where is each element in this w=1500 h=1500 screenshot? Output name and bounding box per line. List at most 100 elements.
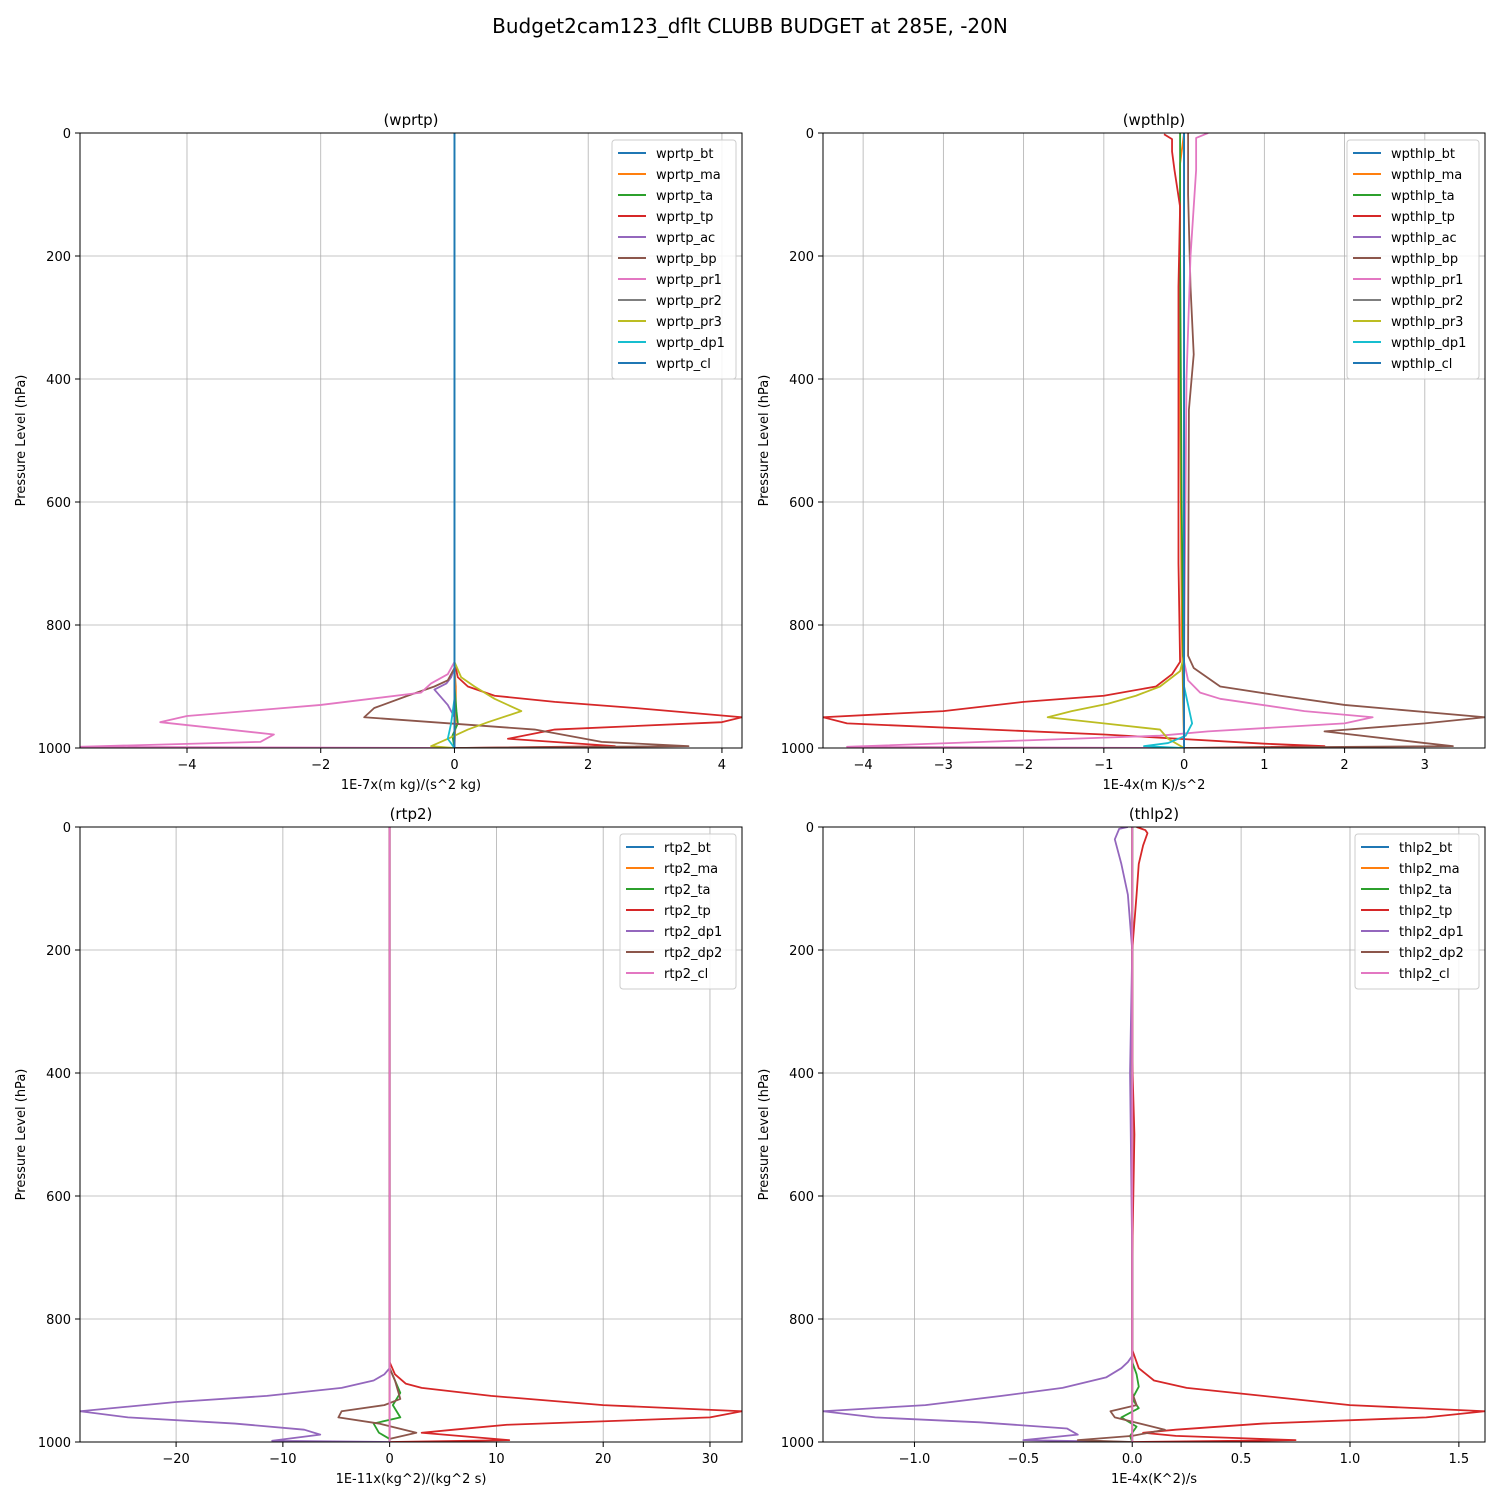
- subplot-title: (rtp2): [390, 805, 433, 823]
- x-tick-label: 30: [702, 1452, 719, 1467]
- x-tick-label: −10: [269, 1452, 296, 1467]
- legend-entry: wprtp_pr2: [656, 294, 722, 309]
- y-tick-label: 200: [789, 250, 814, 265]
- legend-entry: wpthlp_pr2: [1391, 294, 1463, 309]
- series-group: [80, 827, 742, 1442]
- series-line-rtp2_ta: [372, 827, 402, 1442]
- y-tick-label: 600: [789, 496, 814, 511]
- axes-frame: [79, 132, 743, 749]
- y-tick-label: 800: [789, 1313, 814, 1328]
- legend-entry: wprtp_cl: [656, 357, 711, 372]
- x-tick-label: 3: [1421, 758, 1429, 773]
- legend-entry: wpthlp_tp: [1391, 210, 1455, 225]
- y-tick-label: 400: [789, 1067, 814, 1082]
- legend-entry: wprtp_ma: [656, 168, 721, 183]
- legend-entry: thlp2_dp2: [1399, 946, 1464, 961]
- y-tick-label: 1000: [38, 1436, 71, 1451]
- legend-entry: wprtp_ac: [656, 231, 715, 246]
- legend-entry: rtp2_dp2: [664, 946, 722, 961]
- series-line-wprtp_tp: [453, 133, 742, 748]
- y-tick-label: 800: [46, 1313, 71, 1328]
- y-tick-label: 600: [46, 496, 71, 511]
- y-tick-label: 0: [63, 127, 71, 142]
- x-tick-label: −3: [934, 758, 953, 773]
- x-tick-label: −1: [1094, 758, 1113, 773]
- legend-entry: rtp2_cl: [664, 967, 708, 982]
- axes-frame: [822, 826, 1486, 1443]
- x-axis-label: 1E-4x(K^2)/s: [1111, 1472, 1197, 1487]
- legend-entry: wprtp_dp1: [656, 336, 725, 351]
- series-line-wprtp_dp1: [446, 133, 456, 748]
- legend-box: [1346, 139, 1480, 380]
- subplot-3: −20 −10 0 10 20 30 0 200 400 600 800 1000 (rtp2) 1E-1…: [14, 805, 743, 1487]
- x-tick-label: −4: [177, 758, 196, 773]
- legend-entry: rtp2_ma: [664, 862, 718, 877]
- series-line-thlp2_tp: [1131, 827, 1485, 1442]
- legend-box: [611, 139, 737, 380]
- legend-entry: wprtp_pr3: [656, 315, 722, 330]
- legend-entry: wprtp_bt: [656, 147, 713, 162]
- y-axis-label: Pressure Level (hPa): [14, 375, 29, 507]
- legend: rtp2_bt rtp2_ma rtp2_ta rtp2_tp rtp2_dp1 rtp2…: [619, 833, 737, 990]
- x-tick-label: 1.0: [1340, 1452, 1361, 1467]
- subplot-title: (thlp2): [1129, 805, 1179, 823]
- series-line-thlp2_dp1: [823, 827, 1134, 1442]
- x-tick-label: −2: [1014, 758, 1033, 773]
- y-tick-label: 200: [46, 250, 71, 265]
- series-line-wpthlp_ta: [1179, 133, 1185, 748]
- legend-entry: wprtp_ta: [656, 189, 713, 204]
- subplot-4: −1.0 −0.5 0.0 0.5 1.0 1.5 0 200 400 600 800 1000 (th…: [757, 805, 1486, 1487]
- y-tick-label: 400: [46, 373, 71, 388]
- legend-entry: wpthlp_pr1: [1391, 273, 1463, 288]
- x-tick-label: 0: [1180, 758, 1188, 773]
- y-tick-label: 1000: [38, 742, 71, 757]
- x-tick-label: −1.0: [899, 1452, 931, 1467]
- y-tick-label: 200: [46, 944, 71, 959]
- y-axis-label: Pressure Level (hPa): [757, 375, 772, 507]
- legend-entry: thlp2_ta: [1399, 883, 1452, 898]
- y-tick-label: 1000: [781, 742, 814, 757]
- series-line-wpthlp_pr1: [846, 133, 1374, 748]
- y-tick-label: 0: [806, 127, 814, 142]
- series-line-wprtp_pr3: [430, 133, 523, 748]
- legend-entry: rtp2_ta: [664, 883, 711, 898]
- series-line-thlp2_dp2: [1076, 827, 1166, 1442]
- x-tick-label: 0.0: [1122, 1452, 1143, 1467]
- legend-entry: wprtp_bp: [656, 252, 717, 267]
- x-tick-label: 1: [1260, 758, 1268, 773]
- y-tick-label: 400: [789, 373, 814, 388]
- legend-entry: wprtp_pr1: [656, 273, 722, 288]
- series-line-wpthlp_tp: [823, 133, 1326, 748]
- y-tick-label: 0: [806, 821, 814, 836]
- legend-entry: wpthlp_bp: [1391, 252, 1458, 267]
- x-tick-label: 0: [386, 1452, 394, 1467]
- legend-entry: rtp2_dp1: [664, 925, 722, 940]
- legend-entry: thlp2_cl: [1399, 967, 1450, 982]
- axes-frame: [822, 132, 1486, 749]
- series-group: [823, 133, 1485, 748]
- legend-entry: thlp2_dp1: [1399, 925, 1464, 940]
- x-tick-label: 2: [1340, 758, 1348, 773]
- x-tick-label: 1.5: [1449, 1452, 1470, 1467]
- series-line-wprtp_ac: [433, 133, 456, 748]
- axes-frame: [79, 826, 743, 1443]
- legend-entry: wprtp_tp: [656, 210, 713, 225]
- legend-entry: rtp2_bt: [664, 841, 711, 856]
- legend-entry: wpthlp_dp1: [1391, 336, 1466, 351]
- legend-entry: thlp2_tp: [1399, 904, 1452, 919]
- x-tick-label: −2: [311, 758, 330, 773]
- series-line-wpthlp_bp: [1184, 133, 1485, 748]
- legend: thlp2_bt thlp2_ma thlp2_ta thlp2_tp thlp2_dp…: [1354, 833, 1480, 990]
- x-tick-label: −20: [162, 1452, 189, 1467]
- series-group: [80, 133, 742, 748]
- figure-title: Budget2cam123_dflt CLUBB BUDGET at 285E,…: [492, 14, 1008, 38]
- legend-entry: wpthlp_ta: [1391, 189, 1455, 204]
- x-tick-label: 2: [584, 758, 592, 773]
- legend-entry: wpthlp_bt: [1391, 147, 1455, 162]
- legend-box: [619, 833, 737, 990]
- series-line-wpthlp_pr3: [1046, 133, 1185, 748]
- legend-entry: wpthlp_ma: [1391, 168, 1462, 183]
- x-tick-label: 0: [450, 758, 458, 773]
- y-axis-label: Pressure Level (hPa): [14, 1069, 29, 1201]
